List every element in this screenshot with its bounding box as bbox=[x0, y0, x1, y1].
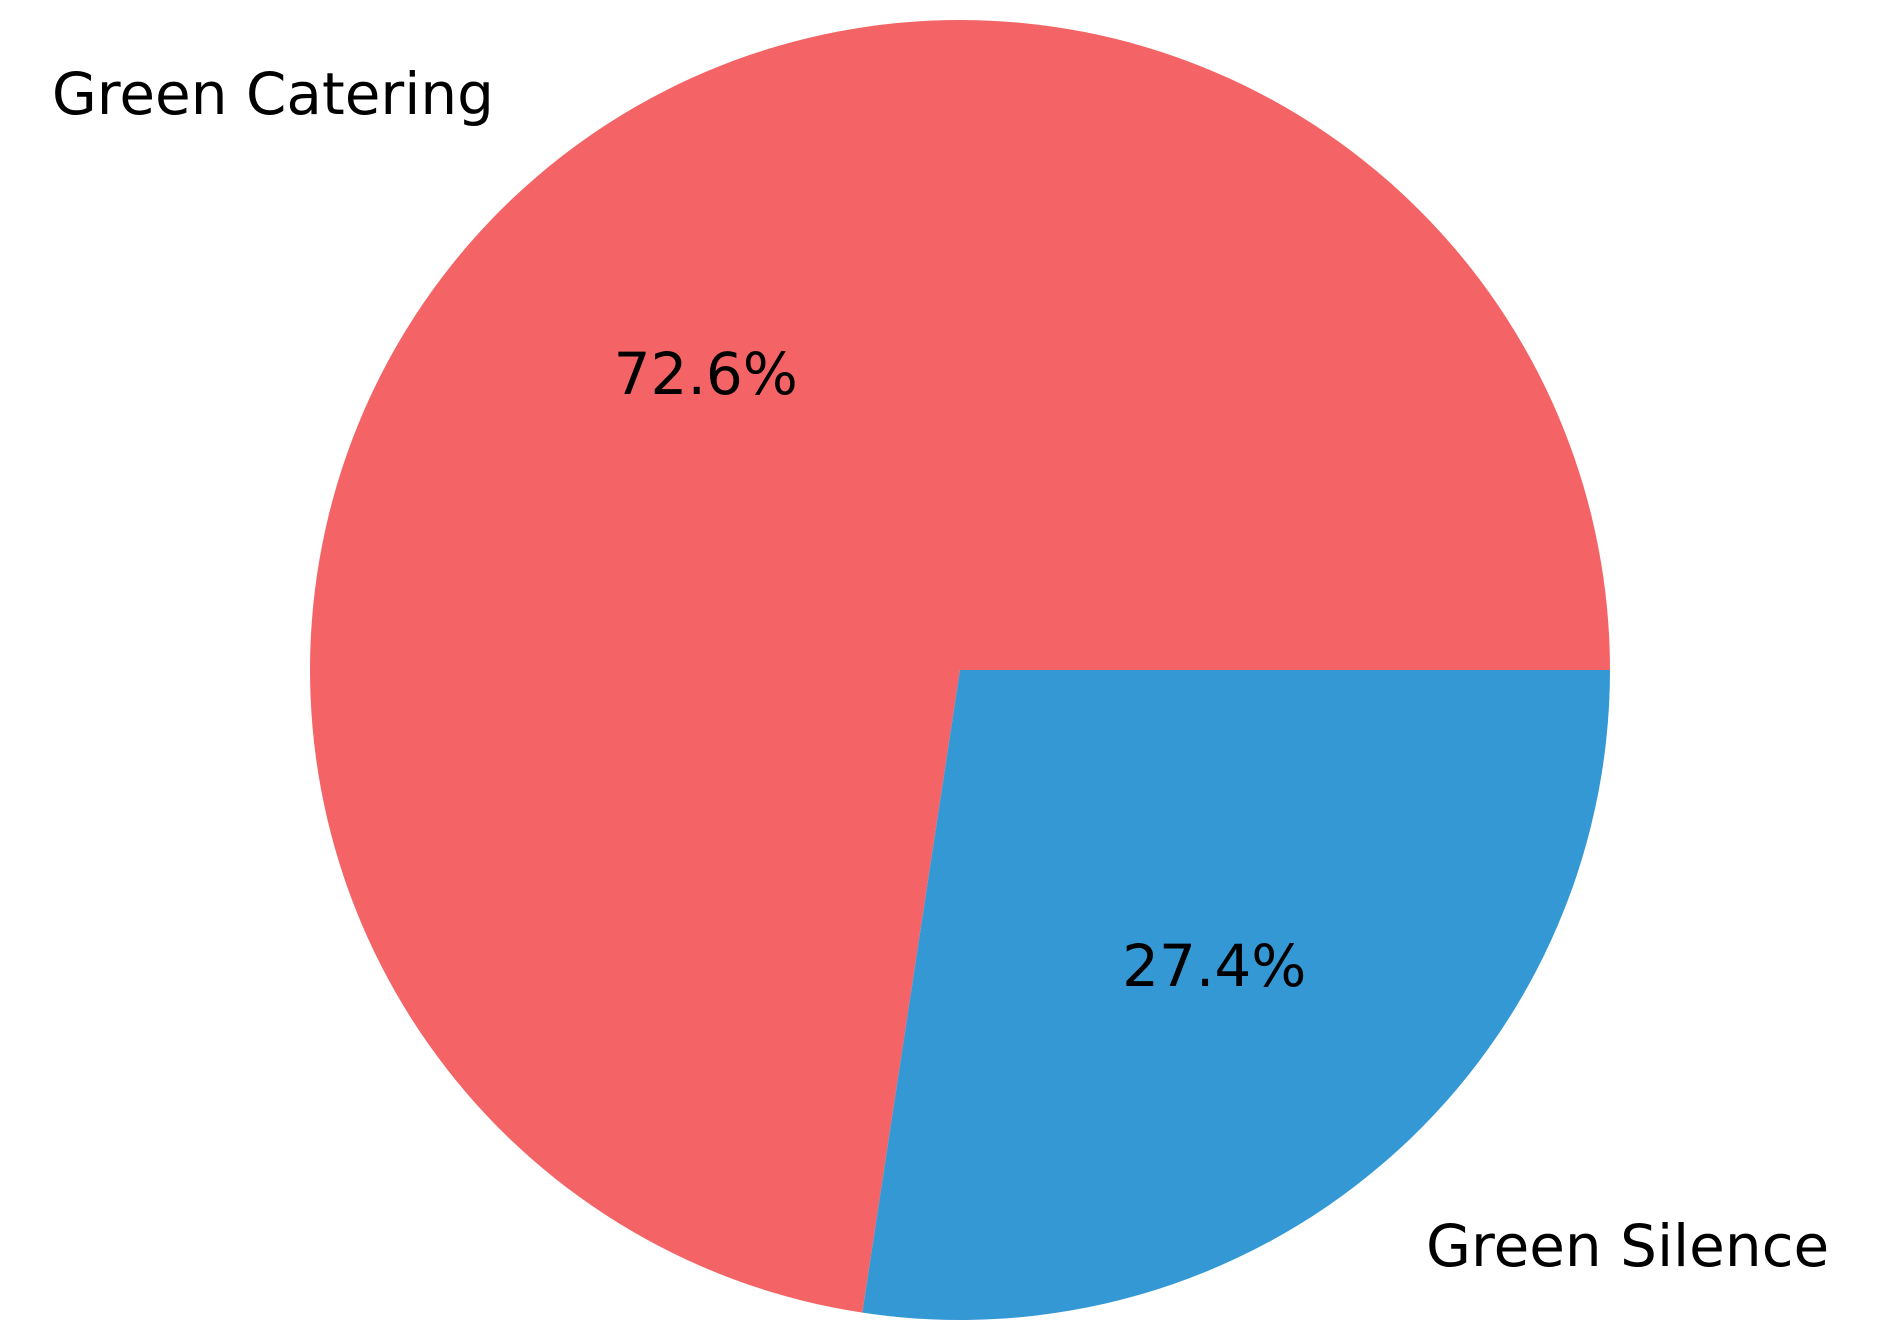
slice-percent-green-silence: 27.4% bbox=[1122, 932, 1306, 1000]
pie-slice-green-catering bbox=[309, 20, 1610, 1313]
pie-slices bbox=[309, 20, 1610, 1320]
pie-slice-green-silence bbox=[862, 670, 1610, 1320]
slice-label-green-silence: Green Silence bbox=[1426, 1212, 1829, 1280]
pie-labels: Green Catering 72.6% Green Silence 27.4% bbox=[52, 60, 1829, 1280]
slice-label-green-catering: Green Catering bbox=[52, 60, 494, 128]
slice-percent-green-catering: 72.6% bbox=[614, 340, 798, 408]
